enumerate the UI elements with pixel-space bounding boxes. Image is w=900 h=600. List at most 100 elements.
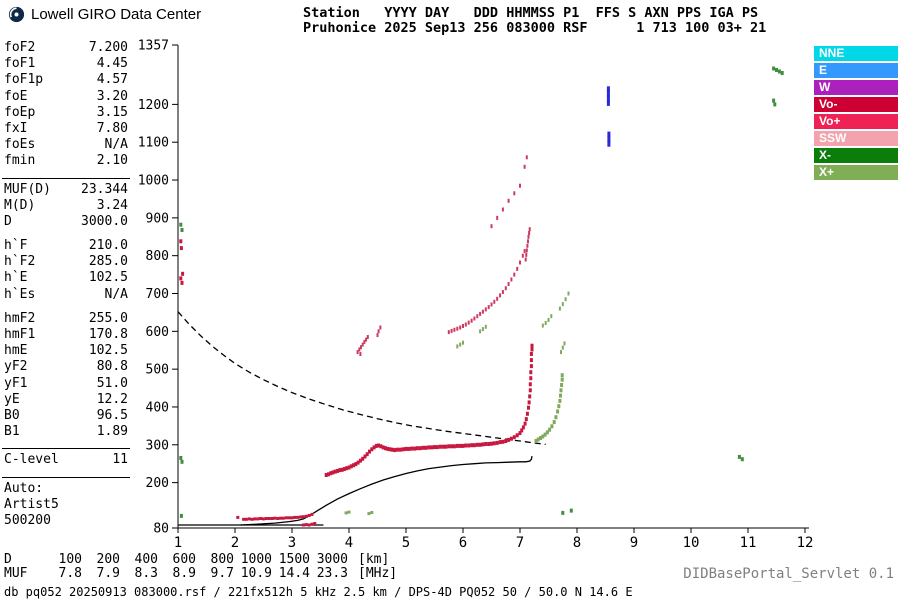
dm-cell: 9.7 <box>210 566 234 581</box>
param-label: fxI <box>4 120 28 136</box>
giro-logo-icon <box>8 6 25 23</box>
param-label: C-level <box>4 452 59 468</box>
y-axis: 1357 1200 1100 1000 900 800 700 600 500 400 300 200… <box>138 39 179 537</box>
param-row-ye: yE 12.2 <box>2 392 130 408</box>
svg-text:4: 4 <box>345 535 353 551</box>
legend-item-Vo+: Vo+ <box>814 114 898 129</box>
svg-text:8: 8 <box>573 535 581 551</box>
param-row-hf: h`F 210.0 <box>2 238 130 254</box>
param-row-yf1: yF1 51.0 <box>2 376 130 392</box>
param-panel: foF2 7.200 foF1 4.45 foF1p 4.57 foE 3.20 foEp 3.1… <box>2 40 130 537</box>
param-value: 3000.0 <box>81 213 128 229</box>
param-value: 3.24 <box>96 197 128 213</box>
svg-text:12: 12 <box>797 535 814 551</box>
param-row-fof1p: foF1p 4.57 <box>2 72 130 88</box>
param-label: Auto: <box>4 480 44 496</box>
dm-cell: 7.8 <box>58 566 82 581</box>
svg-text:800: 800 <box>146 249 169 264</box>
legend-item-W: W <box>814 80 898 95</box>
param-group: hmF2 255.0 hmF1 170.8 hmE 102.5 yF2 80.8 yF1 51.0… <box>2 311 130 441</box>
param-value: 1.89 <box>96 424 128 440</box>
dm-row-label: D <box>4 552 12 567</box>
param-row-hmf2: hmF2 255.0 <box>2 311 130 327</box>
param-row-hme: hmE 102.5 <box>2 343 130 359</box>
param-value: 170.8 <box>88 327 128 342</box>
dm-cell: 23.3 <box>316 566 348 581</box>
dm-cell: 10.9 <box>240 566 272 581</box>
param-value: N/A <box>104 286 128 302</box>
brand: Lowell GIRO Data Center <box>8 6 201 23</box>
series-o-mode-multiples <box>356 155 531 356</box>
servlet-watermark: DIDBasePortal_Servlet 0.1 <box>683 566 894 582</box>
param-label: yF2 <box>4 359 28 375</box>
series-blue-vertical-marks <box>606 86 611 147</box>
param-row-hf2: h`F2 285.0 <box>2 254 130 270</box>
param-group: h`F 210.0 h`F2 285.0 h`E 102.5 h`Es N/A <box>2 238 130 303</box>
svg-text:500: 500 <box>146 363 169 378</box>
param-value: 23.344 <box>81 181 128 197</box>
param-divider <box>2 177 130 179</box>
dm-cell: 1500 <box>278 552 310 567</box>
dm-unit: [km] <box>358 552 390 567</box>
svg-text:200: 200 <box>146 476 169 491</box>
param-row-foe: foE 3.20 <box>2 89 130 105</box>
param-label: foEs <box>4 137 36 153</box>
legend-item-X+: X+ <box>814 165 898 180</box>
param-label: D <box>4 213 12 229</box>
dm-row-label: MUF <box>4 566 28 581</box>
param-label: MUF(D) <box>4 181 51 197</box>
svg-text:7: 7 <box>516 535 524 551</box>
param-group: Auto: Artist5 500200 <box>2 481 130 530</box>
legend-item-E: E <box>814 63 898 78</box>
series-x-mode-multiples <box>456 291 570 355</box>
dm-cell: 800 <box>210 552 234 567</box>
svg-text:900: 900 <box>146 211 169 226</box>
param-label: h`F <box>4 238 28 254</box>
svg-text:1000: 1000 <box>138 174 169 189</box>
dm-unit: [MHz] <box>358 566 398 581</box>
param-label: yE <box>4 391 20 407</box>
legend-item-SSW: SSW <box>814 131 898 146</box>
distance-row: D 100 200 400 600 800 1000 1500 3000 [km] <box>4 553 397 567</box>
svg-text:10: 10 <box>683 535 700 551</box>
svg-text:1100: 1100 <box>138 136 169 151</box>
param-label: Artist5 <box>4 496 59 512</box>
param-group: foF2 7.200 foF1 4.45 foF1p 4.57 foE 3.20 foEp 3.1… <box>2 40 130 170</box>
param-row-fmin: fmin 2.10 <box>2 153 130 169</box>
param-label: foF1p <box>4 72 44 88</box>
param-label: foEp <box>4 104 36 120</box>
x-axis: 1 2 3 4 5 6 7 8 9 10 11 12 <box>174 527 814 551</box>
param-row-yf2: yF2 80.8 <box>2 359 130 375</box>
param-label: hmF2 <box>4 310 36 326</box>
svg-text:2: 2 <box>231 535 239 551</box>
param-value: N/A <box>104 137 128 153</box>
param-value: 96.5 <box>96 407 128 423</box>
footer-info: db pq052 20250913 083000.rsf / 221fx512h… <box>4 585 633 599</box>
param-label: 500200 <box>4 512 51 528</box>
series-x-mode-E-trace <box>344 510 374 516</box>
param-value: 7.80 <box>96 120 128 136</box>
svg-text:1200: 1200 <box>138 98 169 113</box>
param-label: yF1 <box>4 375 28 391</box>
param-row-fof1: foF1 4.45 <box>2 56 130 72</box>
param-value: 255.0 <box>88 310 128 326</box>
param-group: MUF(D) 23.344 M(D) 3.24 D 3000.0 <box>2 182 130 231</box>
param-value: 3.20 <box>96 88 128 104</box>
svg-text:700: 700 <box>146 287 169 302</box>
legend-item-X-: X- <box>814 148 898 163</box>
svg-text:6: 6 <box>459 535 467 551</box>
param-value: 80.8 <box>96 359 128 375</box>
station-header-line2: Pruhonice 2025 Sep13 256 083000 RSF 1 71… <box>303 20 767 36</box>
dm-cell: 600 <box>172 552 196 567</box>
param-label: hmE <box>4 343 28 359</box>
dm-cell: 200 <box>96 552 120 567</box>
param-label: B0 <box>4 407 20 423</box>
param-label: fmin <box>4 153 36 169</box>
dm-cell: 7.9 <box>96 566 120 581</box>
dm-cell: 8.3 <box>134 566 158 581</box>
svg-text:1357: 1357 <box>138 39 169 54</box>
param-label: h`Es <box>4 286 36 302</box>
muf-row: MUF 7.8 7.9 8.3 8.9 9.7 10.9 14.4 23.3 [MHz] <box>4 567 397 581</box>
param-label: hmF1 <box>4 327 36 342</box>
svg-text:5: 5 <box>402 535 410 551</box>
